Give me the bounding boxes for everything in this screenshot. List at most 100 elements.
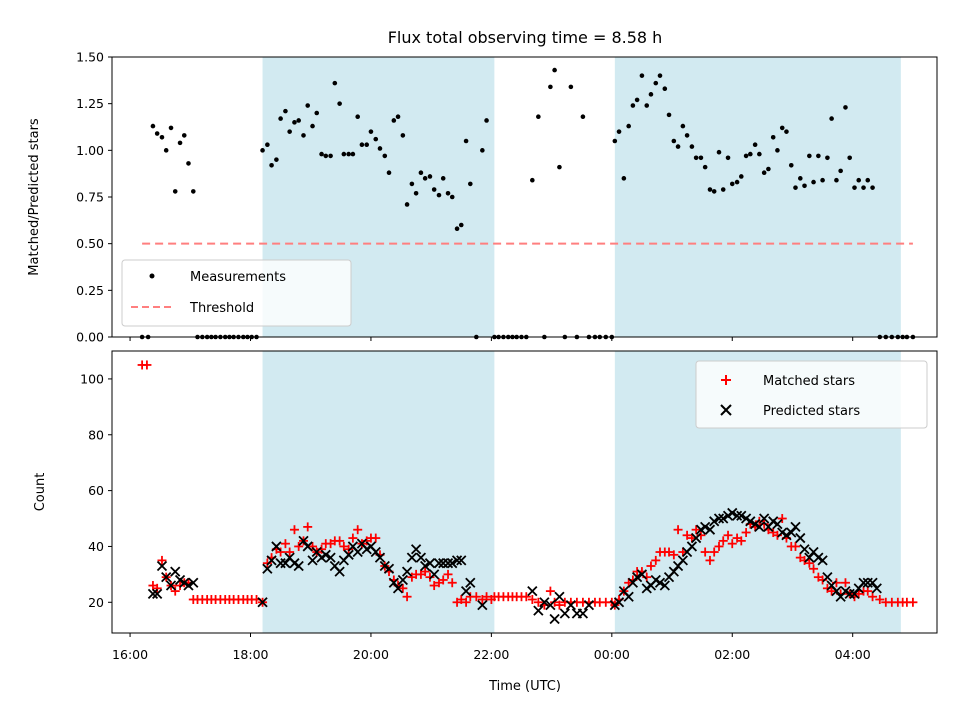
predicted-point	[447, 558, 458, 569]
measurement-point	[856, 177, 862, 183]
matched-point	[840, 578, 850, 588]
predicted-point	[183, 580, 194, 591]
measurement-point	[422, 176, 428, 181]
matched-point	[691, 525, 701, 535]
measurement-point	[766, 166, 771, 172]
measurement-point	[341, 151, 347, 157]
predicted-point	[156, 560, 168, 572]
matched-point	[868, 592, 878, 602]
measurement-point	[468, 181, 473, 187]
predicted-point	[545, 599, 556, 611]
predicted-points	[147, 507, 882, 625]
measurement-point	[689, 144, 695, 149]
matched-point	[294, 541, 304, 551]
matched-point	[682, 530, 692, 540]
y-axis-ticks-top: 0.00 0.25 0.50 0.75 1.00 1.25 1.50	[76, 50, 112, 345]
y-axis-label-top: Matched/Predicted stars	[27, 118, 42, 276]
matched-point	[471, 592, 481, 602]
measurement-point	[150, 123, 156, 129]
measurement-point	[269, 162, 274, 168]
predicted-point	[406, 552, 418, 563]
predicted-point	[152, 588, 163, 600]
matched-point	[527, 594, 537, 604]
panel-ratio: 0.00 0.25 0.50 0.75 1.00 1.25 1.50 Matched/Pre…	[27, 50, 938, 345]
legend-marker-matched	[721, 375, 731, 385]
predicted-point	[320, 549, 331, 560]
legend-marker-predicted	[720, 404, 732, 416]
legend-label-measurements: Measurements	[190, 270, 286, 285]
matched-point	[777, 514, 787, 524]
predicted-point	[822, 572, 833, 583]
legend-box-top	[121, 259, 352, 327]
matched-point	[718, 536, 728, 546]
y-tick-label-bottom: 20	[88, 595, 104, 610]
predicted-point	[583, 599, 595, 611]
predicted-point	[636, 569, 648, 580]
measurement-point	[413, 190, 419, 196]
measurement-point	[463, 138, 469, 144]
matched-point	[152, 583, 162, 593]
measurement-point	[807, 153, 812, 159]
predicted-point	[804, 552, 815, 563]
measurement-point	[716, 149, 722, 155]
x-tick-label: 18:00	[232, 647, 268, 662]
matched-point	[736, 536, 746, 546]
predicted-point	[161, 572, 172, 583]
measurement-point	[436, 192, 442, 198]
predicted-point	[867, 577, 878, 588]
measurement-point	[711, 189, 717, 194]
predicted-point	[539, 597, 550, 608]
predicted-point	[383, 563, 395, 574]
x-tick-label: 16:00	[112, 647, 148, 662]
measurement-point	[834, 177, 839, 183]
measurement-point	[707, 187, 713, 192]
measurement-point	[377, 146, 383, 151]
predicted-point	[772, 518, 783, 530]
x-tick-label: 02:00	[714, 647, 750, 662]
measurement-point	[725, 155, 731, 161]
measurement-point	[154, 131, 160, 136]
predicted-point	[871, 583, 882, 594]
measurement-point	[350, 151, 356, 157]
measurement-point	[454, 226, 460, 232]
matched-point	[809, 564, 819, 574]
matched-point	[714, 541, 724, 551]
matched-point	[700, 547, 710, 557]
measurement-point	[480, 148, 485, 153]
measurement-point	[278, 116, 283, 121]
measurement-point	[404, 202, 410, 207]
measurement-point	[793, 185, 798, 190]
measurement-point	[323, 153, 329, 159]
matched-point	[827, 586, 837, 596]
predicted-point	[781, 530, 792, 541]
predicted-point	[527, 585, 538, 597]
measurement-point	[382, 153, 388, 159]
measurement-point	[829, 116, 834, 121]
measurement-point	[449, 194, 455, 200]
predicted-point	[577, 608, 589, 619]
measurement-point	[729, 181, 735, 187]
predicted-point	[460, 585, 472, 597]
y-tick-label-bottom: 40	[88, 539, 104, 554]
matched-point	[651, 555, 661, 565]
measurement-point	[870, 185, 875, 190]
measurement-point	[666, 112, 672, 118]
matched-point	[420, 567, 430, 577]
measurement-point	[283, 108, 288, 114]
measurement-point	[364, 142, 370, 148]
y-tick-label-top: 1.00	[76, 143, 104, 158]
predicted-point	[790, 521, 801, 533]
measurement-point	[373, 136, 379, 142]
matched-point	[804, 558, 814, 568]
measurement-point	[548, 84, 553, 90]
predicted-point	[565, 599, 577, 611]
measurement-point	[190, 189, 196, 194]
predicted-point	[690, 532, 702, 544]
legend-box-bottom	[695, 360, 928, 429]
predicted-point	[849, 588, 860, 600]
matched-point	[705, 555, 715, 565]
y-axis-ticks-bottom: 20 40 60 80 100	[80, 371, 112, 610]
predicted-point	[704, 524, 716, 535]
predicted-point	[831, 585, 842, 597]
